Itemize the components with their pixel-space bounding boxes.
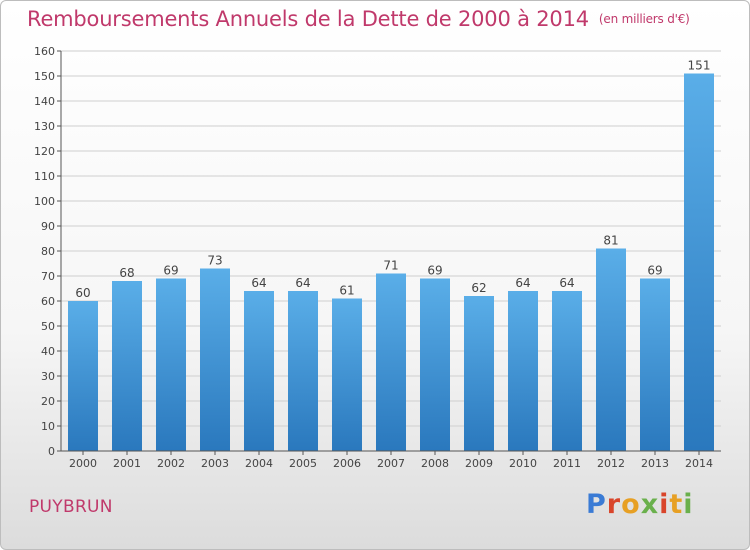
y-tick-label: 40: [41, 345, 55, 358]
y-tick-label: 130: [34, 120, 55, 133]
y-tick-label: 30: [41, 370, 55, 383]
x-tick-label: 2000: [69, 457, 97, 470]
bar-2014: [684, 73, 714, 451]
bar-2010: [508, 291, 538, 451]
bar-2009: [464, 296, 494, 451]
bars: 60 68 69 73 64 64 61 71 69 62 64 64 81 69 151: [68, 59, 714, 451]
bar-2011: [552, 291, 582, 451]
x-tick-label: 2004: [245, 457, 273, 470]
bar-value-label: 151: [688, 59, 711, 73]
bar-value-label: 62: [471, 281, 486, 295]
x-tick-label: 2012: [597, 457, 625, 470]
x-tick-label: 2010: [509, 457, 537, 470]
y-tick-label: 150: [34, 70, 55, 83]
bar-value-label: 61: [339, 284, 354, 298]
bar-value-label: 64: [251, 276, 266, 290]
x-tick-label: 2013: [641, 457, 669, 470]
x-tick-label: 2005: [289, 457, 317, 470]
bar-2012: [596, 248, 626, 451]
y-tick-label: 0: [48, 445, 55, 458]
y-tick-label: 100: [34, 195, 55, 208]
bar-value-label: 73: [207, 254, 222, 268]
y-axis-ticks: 0 10 20 30 40 50 60 70 80 90 100 110 120 130 140 150 160: [34, 45, 61, 458]
bar-value-label: 81: [603, 234, 618, 248]
x-tick-label: 2009: [465, 457, 493, 470]
town-name: PUYBRUN: [29, 497, 113, 517]
y-tick-label: 140: [34, 95, 55, 108]
bar-value-label: 68: [119, 266, 134, 280]
bar-value-label: 60: [75, 286, 90, 300]
bar-2000: [68, 301, 98, 451]
bar-value-label: 64: [515, 276, 530, 290]
y-tick-label: 80: [41, 245, 55, 258]
bar-2002: [156, 278, 186, 451]
chart-unit: (en milliers d'€): [598, 12, 690, 26]
bar-value-label: 64: [559, 276, 574, 290]
bar-2004: [244, 291, 274, 451]
y-tick-label: 50: [41, 320, 55, 333]
bar-value-label: 69: [647, 264, 662, 278]
x-tick-label: 2002: [157, 457, 185, 470]
x-tick-label: 2007: [377, 457, 405, 470]
bar-value-label: 69: [163, 264, 178, 278]
y-tick-label: 60: [41, 295, 55, 308]
bar-2003: [200, 268, 230, 451]
bar-2001: [112, 281, 142, 451]
x-tick-label: 2003: [201, 457, 229, 470]
bar-2008: [420, 278, 450, 451]
x-tick-label: 2011: [553, 457, 581, 470]
y-tick-label: 160: [34, 45, 55, 58]
x-axis-ticks: 2000 2001 2002 2003 2004 2005 2006 2007 2008 2009…: [69, 451, 713, 470]
y-tick-label: 90: [41, 220, 55, 233]
bar-value-label: 64: [295, 276, 310, 290]
bar-value-label: 71: [383, 259, 398, 273]
bar-2006: [332, 298, 362, 451]
x-tick-label: 2008: [421, 457, 449, 470]
y-tick-label: 10: [41, 420, 55, 433]
y-tick-label: 20: [41, 395, 55, 408]
proxiti-logo: Proxiti: [586, 489, 694, 520]
x-tick-label: 2001: [113, 457, 141, 470]
y-tick-label: 120: [34, 145, 55, 158]
bar-2013: [640, 278, 670, 451]
bar-2007: [376, 273, 406, 451]
bar-2005: [288, 291, 318, 451]
y-tick-label: 110: [34, 170, 55, 183]
bar-value-label: 69: [427, 264, 442, 278]
chart-title-text: Remboursements Annuels de la Dette de 20…: [27, 7, 589, 31]
x-tick-label: 2006: [333, 457, 361, 470]
chart-title: Remboursements Annuels de la Dette de 20…: [27, 7, 690, 31]
x-tick-label: 2014: [685, 457, 713, 470]
y-tick-label: 70: [41, 270, 55, 283]
